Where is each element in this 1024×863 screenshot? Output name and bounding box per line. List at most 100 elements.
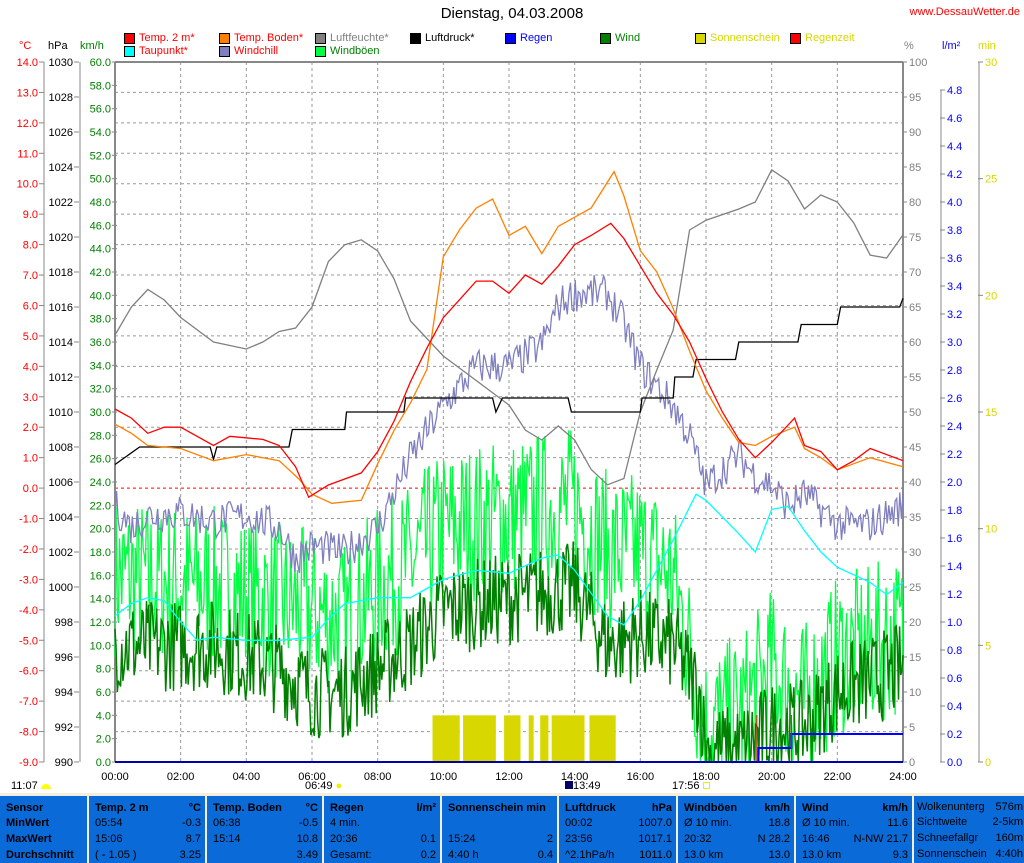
x-tick-label: 12:00 (495, 771, 523, 783)
axis-tick-label-pct: 40 (909, 477, 921, 489)
axis-tick-label-c: 13.0 (17, 87, 38, 99)
axis-tick-label-hpa: 1014 (49, 337, 73, 349)
table-cell: -0.5 (299, 817, 318, 829)
legend-swatch (410, 32, 421, 44)
legend-label: Regenzeit (805, 32, 855, 44)
table-cell: 20:36 (330, 833, 358, 845)
axis-tick-label-kmh: 2.0 (96, 734, 111, 746)
legend-swatch (790, 32, 801, 44)
table-cell: 15:14 (213, 833, 241, 845)
rain-icon (565, 781, 573, 789)
axis-tick-label-hpa: 1012 (49, 372, 73, 384)
axis-tick-label-lm2: 2.6 (947, 393, 962, 405)
axis-tick-label-kmh: 28.0 (90, 430, 111, 442)
table-cell: 0.1 (420, 833, 436, 845)
table-cell: l/m² (416, 802, 436, 814)
axis-tick-label-c: 12.0 (17, 118, 38, 130)
chart-title: Dienstag, 04.03.2008 (440, 5, 584, 22)
legend-item: Temp. Boden* (219, 32, 303, 44)
axis-tick-label-c: 4.0 (23, 361, 38, 373)
table-cell: 11.6 (887, 817, 908, 829)
x-tick-label: 06:00 (298, 771, 326, 783)
legend-label: Regen (520, 32, 553, 44)
table-row: Gesamt: 0.2 (330, 849, 436, 861)
table-cell: 20:32 (684, 833, 712, 845)
table-cell: °C (305, 802, 318, 814)
site-link[interactable]: www.DessauWetter.de (909, 6, 1020, 18)
sunshine-bar (589, 715, 616, 762)
axis-tick-label-lm2: 2.8 (947, 365, 962, 377)
table-cell: Sonnenschein min (448, 802, 546, 814)
axis-tick-label-lm2: 4.6 (947, 113, 962, 125)
axis-tick-label-c: -3.0 (19, 574, 38, 586)
table-column: Sonnenschein min 15:24 2 4:40 h 0.4 (442, 796, 557, 863)
cloud-time: 11:07 (11, 780, 51, 792)
table-row: 4 min. (330, 817, 436, 829)
axis-tick-label-c: 0.0 (23, 483, 38, 495)
axis-tick-label-hpa: 996 (55, 652, 73, 664)
table-cell: 18.8 (768, 817, 790, 829)
table-cell: Regen (330, 802, 364, 814)
info-row: Sonnenschein 4:40h (917, 848, 1023, 860)
table-cell: 23:56 (565, 833, 593, 845)
axis-tick-label-c: 1.0 (23, 453, 38, 465)
table-row: 15:14 10.8 (213, 833, 318, 845)
table-row: Temp. Boden °C (213, 802, 318, 814)
table-cell: ( - 1.05 ) (95, 849, 137, 861)
table-row: 13.0 km 13.0 (684, 849, 790, 861)
legend-swatch (315, 32, 326, 44)
axis-tick-label-min: 15 (985, 407, 997, 419)
x-tick-label: 14:00 (561, 771, 589, 783)
table-cell: 3.25 (179, 849, 201, 861)
axis-tick-label-kmh: 6.0 (96, 687, 111, 699)
sunshine-bar (528, 715, 534, 762)
info-cell: 2-5km (992, 816, 1023, 828)
axis-tick-label-lm2: 3.2 (947, 309, 962, 321)
legend-label: Taupunkt* (139, 45, 188, 57)
axis-tick-label-pct: 25 (909, 582, 921, 594)
table-row: 23:56 1017.1 (565, 833, 672, 845)
table-cell: 16:46 (802, 833, 830, 845)
table-row: Ø 10 min. 11.6 (802, 817, 908, 829)
table-cell: Wind (802, 802, 829, 814)
axis-tick-label-lm2: 1.0 (947, 617, 962, 629)
axis-tick-label-pct: 75 (909, 232, 921, 244)
axis-tick-label-pct: 80 (909, 197, 921, 209)
axis-tick-label-hpa: 1006 (49, 477, 73, 489)
legend-label: Windböen (330, 45, 380, 57)
axis-tick-label-kmh: 14.0 (90, 594, 111, 606)
axis-tick-label-kmh: 0.0 (96, 757, 111, 769)
unit-hpa: hPa (48, 40, 68, 52)
axis-tick-label-pct: 100 (909, 57, 927, 69)
unit-percent: % (904, 40, 914, 52)
axis-tick-label-kmh: 8.0 (96, 664, 111, 676)
table-row: MinWert (6, 817, 83, 829)
series-luftdruck (114, 298, 904, 466)
unit-kmh: km/h (80, 40, 104, 52)
legend-item: Windböen (315, 45, 380, 57)
axis-tick-label-kmh: 50.0 (90, 174, 111, 186)
table-cell: 13.0 km (802, 849, 842, 861)
table-row: 3.49 (213, 849, 318, 861)
stats-table: Sensor MinWert MaxWert Durchschnitt Temp. 2 … (0, 793, 1024, 863)
table-cell: 0.2 (420, 849, 436, 861)
axis-tick-label-pct: 50 (909, 407, 921, 419)
table-row: Ø 10 min. 18.8 (684, 817, 790, 829)
axis-tick-label-hpa: 1024 (49, 162, 73, 174)
axis-tick-label-c: 6.0 (23, 300, 38, 312)
sunrise: 06:49 ● (305, 780, 342, 792)
info-row: Schneefallgr 160m (917, 832, 1023, 844)
sunset-label: 17:56 (672, 780, 700, 792)
x-tick-label: 20:00 (758, 771, 786, 783)
info-cell: Sonnenschein (917, 848, 987, 860)
axis-tick-label-c: -8.0 (19, 727, 38, 739)
axis-tick-label-lm2: 1.6 (947, 533, 962, 545)
axis-tick-label-c: -5.0 (19, 635, 38, 647)
table-row: 05:54 -0.3 (95, 817, 201, 829)
axis-tick-label-kmh: 44.0 (90, 244, 111, 256)
axis-tick-label-c: 11.0 (17, 148, 38, 160)
table-cell: Ø 10 min. (684, 817, 732, 829)
axis-tick-label-lm2: 0.6 (947, 673, 962, 685)
table-column: Temp. 2 m °C 05:54 -0.3 15:06 8.7 ( - 1.05 ) 3.… (89, 796, 205, 863)
table-cell: 0.4 (537, 849, 553, 861)
